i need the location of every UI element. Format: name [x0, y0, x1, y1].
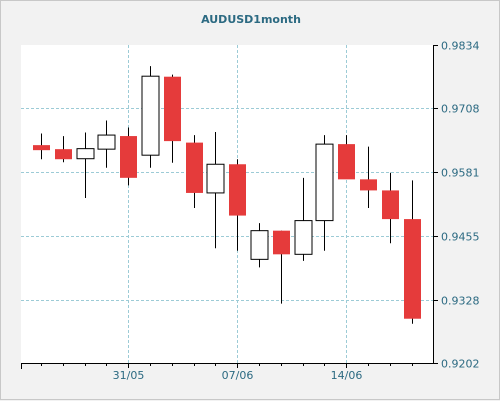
chart-title: AUDUSD1month [201, 13, 301, 26]
x-tick-label: 07/06 [222, 369, 254, 382]
bearish-candle [55, 136, 72, 163]
candle-body [97, 134, 116, 150]
bearish-candle [229, 159, 246, 251]
y-tick-label: 0.9834 [441, 40, 480, 53]
candle-body [33, 145, 50, 151]
bearish-candle [164, 74, 181, 163]
plot-area [21, 45, 433, 363]
bullish-candle [76, 132, 95, 198]
bearish-candle [120, 127, 137, 186]
bullish-candle [141, 66, 160, 168]
candle-body [55, 149, 72, 160]
bullish-candle [294, 177, 313, 261]
candle-body [120, 136, 137, 178]
bullish-candle [97, 120, 116, 168]
y-tick-label: 0.9455 [441, 231, 480, 244]
bullish-candle [206, 132, 225, 249]
candles [33, 66, 421, 324]
x-tick-label: 31/05 [113, 369, 145, 382]
bearish-candle [33, 133, 50, 160]
bullish-candle [315, 135, 334, 251]
candle-body [294, 220, 313, 255]
axes [21, 45, 438, 369]
bearish-candle [273, 230, 290, 304]
candle-body [141, 75, 160, 156]
candle-body [338, 144, 355, 180]
bearish-candle [404, 180, 421, 324]
y-tick-label: 0.9708 [441, 103, 480, 116]
candle-body [404, 219, 421, 319]
bearish-candle [360, 146, 377, 209]
bearish-candle [186, 135, 203, 209]
candle-body [382, 190, 399, 220]
candle-body [360, 179, 377, 191]
candle-body [164, 76, 181, 142]
bearish-candle [382, 172, 399, 244]
y-tick-label: 0.9328 [441, 295, 480, 308]
candle-body [229, 164, 246, 216]
y-tick-label: 0.9581 [441, 167, 480, 180]
candle-body [273, 230, 290, 255]
candle-body [315, 143, 334, 222]
grid-lines [21, 45, 433, 363]
tick-labels: 0.9202 0.9328 0.9455 0.9581 0.9708 0.9834 31/0… [113, 40, 480, 383]
candle-body [206, 163, 225, 194]
bearish-candle [338, 135, 355, 180]
x-tick-label: 14/06 [331, 369, 363, 382]
bullish-candle [250, 223, 269, 268]
candle-body [250, 230, 269, 260]
candle-body [186, 142, 203, 193]
candle-body [76, 148, 95, 160]
y-tick-label: 0.9202 [441, 358, 480, 371]
